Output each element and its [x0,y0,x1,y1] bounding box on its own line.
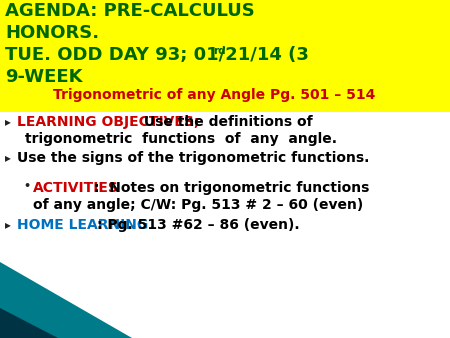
Text: •: • [23,181,30,191]
Text: ▸: ▸ [5,151,11,164]
Text: :  Notes on trigonometric functions: : Notes on trigonometric functions [94,181,369,195]
Bar [0,0,450,112]
Text: ACTIVITIES: ACTIVITIES [33,181,119,195]
Text: Trigonometric of any Angle Pg. 501 – 514: Trigonometric of any Angle Pg. 501 – 514 [53,88,375,102]
Text: rd: rd [214,46,226,56]
Polygon shape [0,308,58,338]
Text: ▸: ▸ [5,218,11,231]
Text: 9-WEEK: 9-WEEK [5,68,82,86]
Text: Use the definitions of: Use the definitions of [140,115,313,129]
Text: of any angle; C/W: Pg. 513 # 2 – 60 (even): of any angle; C/W: Pg. 513 # 2 – 60 (eve… [33,198,363,212]
Text: HONORS.: HONORS. [5,24,99,42]
Text: ▸: ▸ [5,115,11,128]
Polygon shape [0,262,132,338]
Text: : Pg. 513 #62 – 86 (even).: : Pg. 513 #62 – 86 (even). [97,218,299,232]
Text: HOME LEARNING: HOME LEARNING [17,218,148,232]
Text: Use the signs of the trigonometric functions.: Use the signs of the trigonometric funct… [17,151,369,165]
Text: LEARNING OBJECTIVES;: LEARNING OBJECTIVES; [17,115,199,129]
Text: AGENDA: PRE-CALCULUS: AGENDA: PRE-CALCULUS [5,2,255,20]
Text: TUE. ODD DAY 93; 01/21/14 (3: TUE. ODD DAY 93; 01/21/14 (3 [5,46,309,64]
Text: trigonometric  functions  of  any  angle.: trigonometric functions of any angle. [25,132,337,146]
